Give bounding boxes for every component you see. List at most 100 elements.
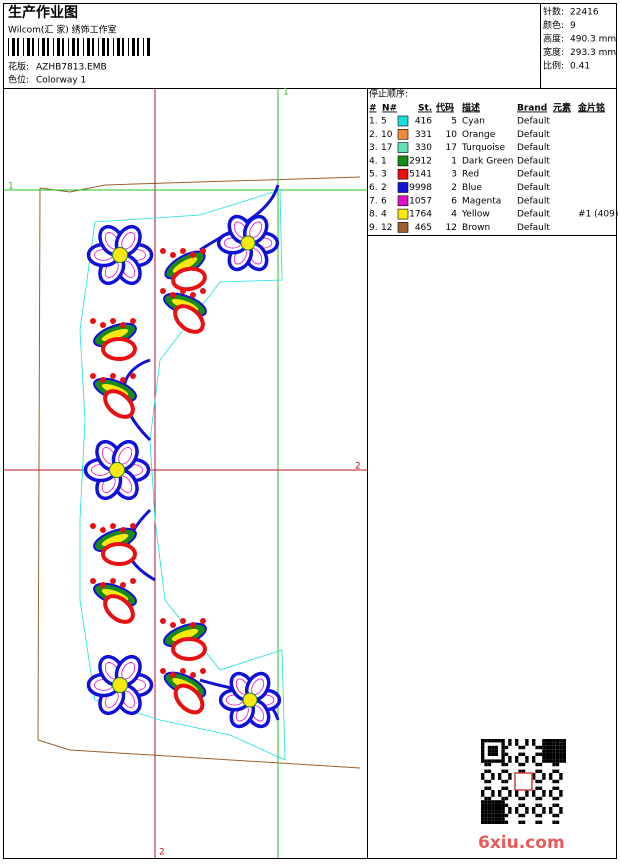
qr-cell xyxy=(559,810,563,814)
qr-cell xyxy=(491,739,495,743)
qr-cell xyxy=(491,776,495,780)
dot xyxy=(100,527,106,533)
bar xyxy=(47,38,49,56)
qr-cell xyxy=(532,759,536,763)
info-label: 颜色: xyxy=(543,19,564,31)
dot xyxy=(110,578,116,584)
brand: Default xyxy=(517,223,550,233)
cyan-outline xyxy=(79,189,286,761)
dot xyxy=(130,523,136,529)
stitches: 9998 xyxy=(409,183,432,193)
qr-cell xyxy=(538,820,543,824)
qr-cell xyxy=(552,739,556,743)
brand: Default xyxy=(517,156,550,166)
qr-cell xyxy=(487,817,492,821)
qr-cell xyxy=(562,739,566,743)
qr-cell xyxy=(481,793,485,797)
qr-cell xyxy=(552,813,556,818)
info-label: 高度: xyxy=(543,33,564,45)
qr-cell xyxy=(535,803,539,807)
qr-cell xyxy=(494,820,498,824)
paisley xyxy=(103,389,135,419)
qr-cell xyxy=(555,779,560,784)
row-index: 6. xyxy=(369,183,378,193)
qr-cell xyxy=(525,759,529,763)
qr-cell xyxy=(484,759,488,763)
watermark: 6xiu.com xyxy=(478,833,565,853)
qr-cell xyxy=(555,749,560,753)
qr-cell xyxy=(494,749,498,753)
description: Dark Green xyxy=(462,156,513,166)
qr-cell xyxy=(552,779,556,784)
qr-cell xyxy=(484,813,488,818)
qr-cell xyxy=(525,739,529,743)
qr-cell xyxy=(491,793,495,797)
qr-cell xyxy=(491,810,495,814)
description: Blue xyxy=(462,183,482,193)
qr-cell xyxy=(542,745,546,750)
qr-cell xyxy=(538,786,543,790)
needle: 17 xyxy=(381,143,392,153)
qr-cell xyxy=(535,769,539,773)
qr-cell xyxy=(494,752,498,756)
bar xyxy=(12,38,15,56)
info-value: 22416 xyxy=(570,8,599,18)
qr-logo xyxy=(514,772,533,791)
dot xyxy=(110,373,116,379)
qr-cell xyxy=(555,803,560,807)
qr-cell xyxy=(525,793,529,797)
bar xyxy=(17,38,19,56)
qr-cell xyxy=(549,749,553,753)
bar xyxy=(122,38,124,56)
dot xyxy=(110,523,116,529)
stitches: 1764 xyxy=(409,210,432,220)
dot xyxy=(90,318,96,324)
qr-cell xyxy=(549,742,553,746)
paisley xyxy=(103,594,135,624)
qr-cell xyxy=(525,810,529,814)
qr-cell xyxy=(491,800,495,804)
qr-cell xyxy=(491,749,495,753)
code: 1 xyxy=(451,156,457,166)
qr-cell xyxy=(552,762,556,767)
description: Brown xyxy=(462,223,490,233)
needle: 4 xyxy=(381,210,387,220)
qr-cell xyxy=(494,745,498,750)
dot xyxy=(120,322,126,328)
qr-cell xyxy=(525,790,529,794)
stitches: 465 xyxy=(415,223,432,233)
qr-cell xyxy=(491,813,495,818)
info-value: 293.3 mm xyxy=(570,48,616,58)
qr-cell xyxy=(542,790,546,794)
dot xyxy=(100,322,106,328)
dot xyxy=(130,578,136,584)
paisley xyxy=(101,337,137,361)
qr-cell xyxy=(545,756,549,760)
barcode xyxy=(8,38,150,56)
bar xyxy=(87,38,90,56)
qr-cell xyxy=(498,803,502,807)
needle: 5 xyxy=(381,117,387,127)
qr-cell xyxy=(562,759,566,763)
qr-cell xyxy=(552,749,556,753)
dot xyxy=(170,292,176,298)
swatch xyxy=(397,182,409,193)
qr-cell xyxy=(535,813,539,818)
qr-cell xyxy=(487,796,492,801)
description: Yellow xyxy=(461,210,490,220)
qr-cell xyxy=(508,790,512,794)
qr-cell xyxy=(484,807,488,811)
qr-cell xyxy=(484,810,488,814)
qr-cell xyxy=(501,756,505,760)
qr-cell xyxy=(481,739,485,743)
qr-cell xyxy=(481,803,485,807)
qr-cell xyxy=(535,745,539,750)
guide-label: 2 xyxy=(355,462,361,472)
qr-cell xyxy=(487,769,492,773)
dot xyxy=(90,578,96,584)
qr-cell xyxy=(538,796,543,801)
brand: Default xyxy=(517,130,550,140)
qr-cell xyxy=(481,776,485,780)
qr-cell xyxy=(508,739,512,743)
